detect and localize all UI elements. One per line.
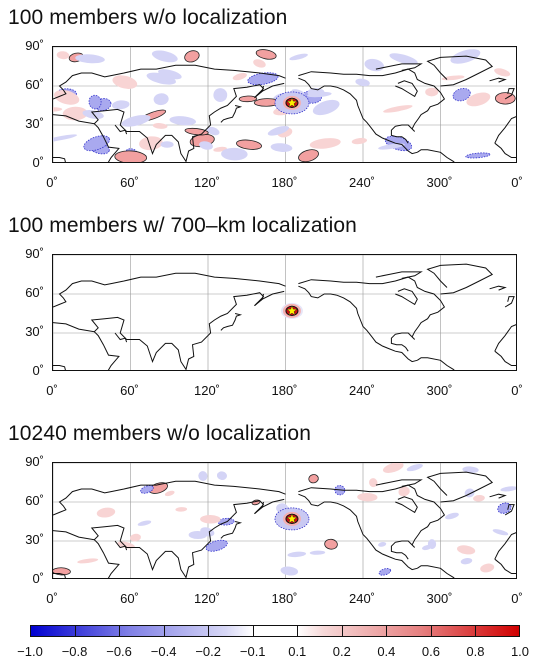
colorbar-tick-label: −0.8 <box>61 644 88 659</box>
lon-tick-label: 180˚ <box>271 383 298 398</box>
coastlines <box>53 471 516 578</box>
lat-tick-label: 0˚ <box>32 363 44 378</box>
lat-tick-label: 30˚ <box>25 116 44 131</box>
star-icon <box>286 97 298 108</box>
lat-tick-label: 60˚ <box>25 285 44 300</box>
lon-tick-label: 60˚ <box>120 175 139 190</box>
lat-tick-label: 30˚ <box>25 324 44 339</box>
colorbar-tick-label: 0.1 <box>288 644 307 659</box>
map-frame <box>52 462 517 579</box>
map-frame <box>52 46 517 163</box>
correlation-field <box>53 49 516 162</box>
colorbar-tick <box>341 625 343 637</box>
lon-tick-label: 180˚ <box>271 175 298 190</box>
lon-tick-label: 300˚ <box>426 591 453 606</box>
colorbar-tick <box>74 625 76 637</box>
colorbar-tick-label: 0.8 <box>466 644 485 659</box>
lon-tick-label: 120˚ <box>193 175 221 190</box>
colorbar-tick-label: −0.1 <box>239 644 266 659</box>
lon-tick-label: 0˚ <box>46 383 58 398</box>
colorbar <box>30 625 520 637</box>
lon-tick-label: 300˚ <box>426 383 453 398</box>
lon-tick-label: 240˚ <box>348 591 376 606</box>
panel-title: 100 members w/o localization <box>8 6 288 29</box>
lon-tick-label: 240˚ <box>348 383 376 398</box>
colorbar-tick <box>430 625 432 637</box>
panel-title: 100 members w/ 700–km localization <box>8 214 357 237</box>
lon-tick-label: 120˚ <box>193 383 221 398</box>
colorbar-tick-label: −0.6 <box>106 644 132 659</box>
lon-tick-label: 0˚ <box>511 175 523 190</box>
lat-tick-label: 60˚ <box>25 77 44 92</box>
colorbar-tick-label: 0.4 <box>377 644 396 659</box>
map-frame <box>52 254 517 371</box>
colorbar-tick-label: 0.2 <box>332 644 351 659</box>
lon-tick-label: 0˚ <box>46 591 58 606</box>
colorbar-tick-label: −1.0 <box>17 644 43 659</box>
lon-tick-label: 0˚ <box>511 591 523 606</box>
lon-tick-label: 180˚ <box>271 591 298 606</box>
colorbar-tick-label: 0.6 <box>421 644 440 659</box>
coastlines <box>53 263 516 370</box>
lat-tick-label: 90˚ <box>25 246 44 261</box>
lat-tick-label: 90˚ <box>25 38 44 53</box>
lon-tick-label: 0˚ <box>46 175 58 190</box>
colorbar-tick <box>163 625 165 637</box>
panel-title: 10240 members w/o localization <box>8 422 311 445</box>
lon-tick-label: 240˚ <box>348 175 376 190</box>
lat-tick-label: 90˚ <box>25 454 44 469</box>
lat-tick-label: 30˚ <box>25 532 44 547</box>
colorbar-tick <box>297 625 299 637</box>
lat-tick-label: 0˚ <box>32 155 44 170</box>
colorbar-tick-label: −0.4 <box>150 644 177 659</box>
star-icon <box>286 305 298 316</box>
lat-tick-label: 60˚ <box>25 493 44 508</box>
colorbar-tick <box>386 625 388 637</box>
colorbar-tick <box>475 625 477 637</box>
colorbar-tick <box>252 625 254 637</box>
colorbar-tick <box>119 625 121 637</box>
lon-tick-label: 60˚ <box>120 591 139 606</box>
coastlines <box>53 55 516 162</box>
lon-tick-label: 60˚ <box>120 383 139 398</box>
lon-tick-label: 300˚ <box>426 175 453 190</box>
colorbar-tick-label: 1.0 <box>510 644 530 659</box>
lat-tick-label: 0˚ <box>32 571 44 586</box>
lon-tick-label: 0˚ <box>511 383 523 398</box>
lon-tick-label: 120˚ <box>193 591 221 606</box>
colorbar-tick-label: −0.2 <box>195 644 221 659</box>
colorbar-tick <box>208 625 210 637</box>
star-icon <box>286 513 298 524</box>
